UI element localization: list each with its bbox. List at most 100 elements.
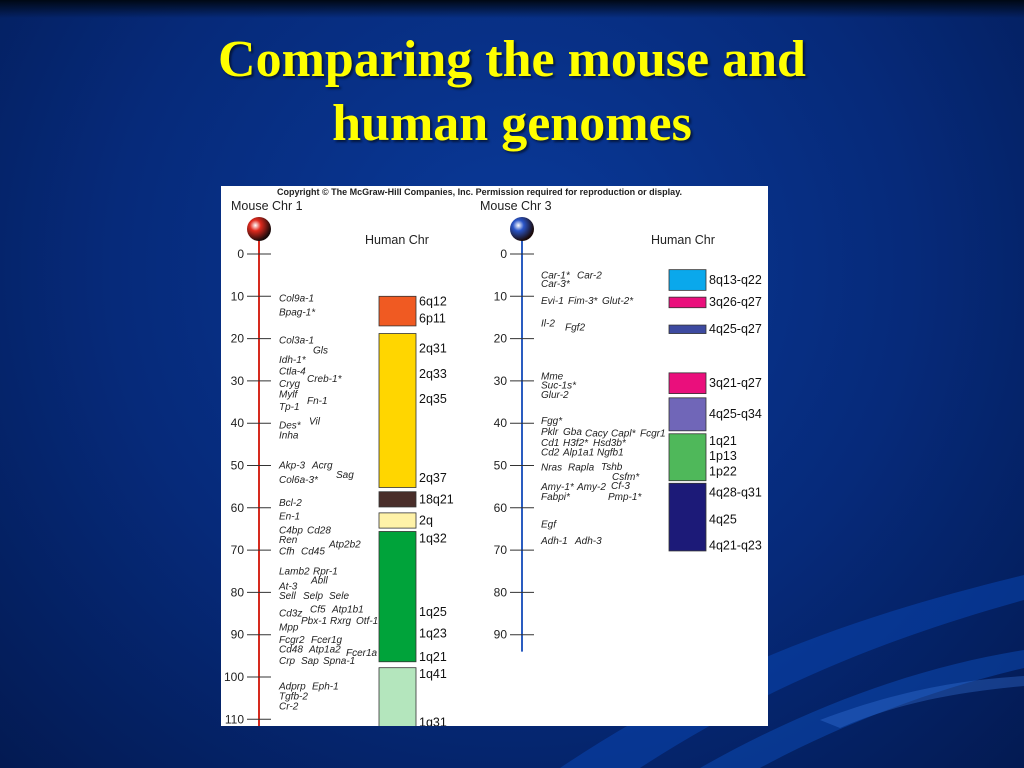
gene-label: Adh-3 [574,536,602,547]
gene-label: Col3a-1 [279,336,314,347]
gene-label: Gls [313,345,328,356]
gene-label: At-3 [278,581,298,592]
gene-label: Mpp [279,623,299,634]
gene-label: Cd1 [541,438,559,449]
gene-label: Idh-1* [279,355,307,366]
gene-label: Spna-1 [323,656,355,667]
human-band-label: 3q26-q27 [709,295,762,309]
gene-label: Glur-2 [541,390,569,401]
human-segment [378,667,417,726]
gene-label: Egf [541,519,557,530]
tick-label: 0 [237,247,244,261]
gene-label: Cd2 [541,447,560,458]
human-band-label: 2q37 [419,471,447,485]
gene-label: Amy-1* [540,482,575,493]
human-band-label: 1q32 [419,532,447,546]
human-chr-header: Human Chr [651,233,715,247]
tick-label: 60 [231,501,245,515]
human-band-label: 2q [419,513,433,527]
gene-label: Hsd3b* [593,438,627,449]
gene-label: C4bp [279,526,303,537]
gene-label: Fcgr2 [279,635,305,646]
human-band-label: 1q31 [419,716,447,726]
gene-label: Rxrg [330,616,352,627]
human-band-label: 4q25 [709,513,737,527]
chromosome-1-group: Mouse Chr 1 Human Chr 0 10 20 30 40 50 60 70 80 90 1… [224,199,454,726]
gene-label: Fabpi* [541,492,571,503]
top-dark-band [0,0,1024,18]
gene-label: Des* [279,420,302,431]
gene-label: H3f2* [563,438,589,449]
slide-title: Comparing the mouse and human genomes [62,28,962,156]
gene-label: Alp1a1 [562,447,594,458]
human-segment [668,482,707,552]
copyright-notice: Copyright © The McGraw-Hill Companies, I… [277,187,682,197]
gene-label: Otf-1 [356,616,378,627]
gene-label: Sag [336,470,354,481]
gene-label: Atp1b1 [331,605,364,616]
human-segment [378,491,417,508]
tick-label: 80 [231,585,245,599]
human-segment [668,269,707,291]
tick-label: 30 [494,374,508,388]
gene-label: Car-3* [541,279,571,290]
human-band-label: 4q25-q34 [709,407,762,421]
gene-label: Fn-1 [307,396,328,407]
gene-label: Mme [541,372,564,383]
gene-label: Tshb [601,462,623,473]
gene-label: Atp2b2 [328,540,361,551]
human-band-label: 4q28-q31 [709,486,762,500]
tick-label: 20 [494,332,508,346]
human-segment [668,397,707,432]
gene-label: Crp [279,656,296,667]
gene-label: Fgg* [541,416,563,427]
human-segment [378,295,417,327]
chromosome-2-group: Mouse Chr 3 Human Chr 0 10 20 30 40 50 60 70 80 90 C… [480,199,762,652]
human-band-label: 6q12 [419,294,447,308]
human-band-label: 1p22 [709,464,737,478]
gene-label: Amy-2 [576,482,606,493]
gene-label: Tp-1 [279,402,300,413]
gene-label: Bpag-1* [279,307,316,318]
gene-label: Gba [563,427,582,438]
gene-label: Cfh [279,546,295,557]
gene-label: Mylf [279,389,299,400]
human-segment [378,512,417,529]
human-band-label: 3q21-q27 [709,376,762,390]
gene-label: Car-2 [577,271,602,282]
gene-label: Pklr [541,427,559,438]
tick-label: 90 [231,628,245,642]
human-chr-header: Human Chr [365,233,429,247]
human-band-label: 1p13 [709,449,737,463]
human-band-label: 4q21-q23 [709,538,762,552]
gene-label: Fcer1a [346,648,378,659]
human-band-label: 2q31 [419,341,447,355]
gene-label: Bcl-2 [279,498,302,509]
gene-label: Suc-1s* [541,381,577,392]
mouse-chromosome-name: Mouse Chr 1 [231,199,303,213]
gene-label: Akp-3 [278,461,306,472]
tick-label: 30 [231,374,245,388]
tick-label: 50 [231,459,245,473]
tick-label: 20 [231,332,245,346]
human-band-label: 6p11 [419,311,446,325]
gene-label: Ren [279,535,298,546]
human-segment [668,324,707,334]
gene-label: Nras [541,463,562,474]
human-band-label: 2q33 [419,367,447,381]
gene-label: Adh-1 [540,536,568,547]
gene-label: Cr-2 [279,702,299,713]
tick-label: 50 [494,459,508,473]
gene-label: Selp [303,591,323,602]
synteny-map: Copyright © The McGraw-Hill Companies, I… [224,187,762,726]
tick-label: 90 [494,628,508,642]
gene-label: Inha [279,430,299,441]
tick-label: 110 [225,712,244,726]
gene-label: Capl* [611,428,637,439]
gene-label: Cryg [279,379,301,390]
gene-label: Fim-3* [568,296,599,307]
tick-label: 60 [494,501,508,515]
human-segment [668,433,707,482]
tick-label: 10 [231,289,245,303]
gene-label: Glut-2* [602,296,634,307]
